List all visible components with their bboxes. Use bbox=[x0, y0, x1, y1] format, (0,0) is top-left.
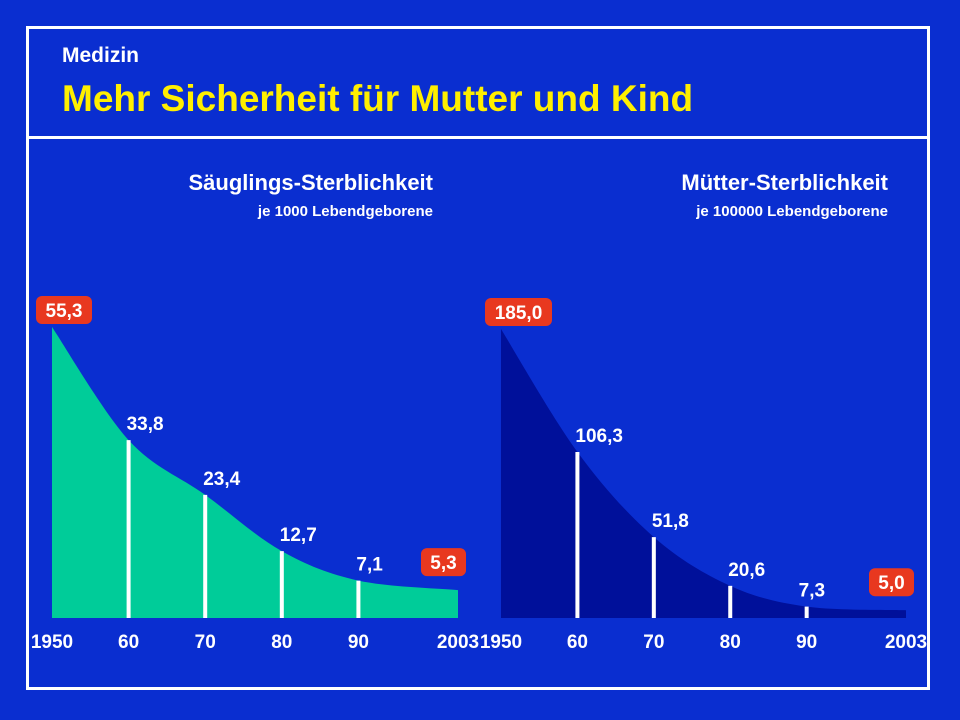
mother-value-label: 185,0 bbox=[495, 303, 543, 324]
infant-value-label: 55,3 bbox=[46, 301, 83, 322]
mother-x-tick-label: 60 bbox=[567, 632, 588, 653]
infant-chart-title: Säuglings-Sterblichkeit bbox=[188, 170, 434, 195]
infant-x-tick-label: 90 bbox=[348, 632, 369, 653]
outer-frame bbox=[26, 26, 930, 690]
mother-x-tick-label: 2003 bbox=[885, 632, 927, 653]
mother-chart-title: Mütter-Sterblichkeit bbox=[681, 170, 888, 195]
mother-value-label: 7,3 bbox=[799, 581, 825, 602]
mother-value-badge bbox=[869, 568, 914, 597]
mother-value-label: 5,0 bbox=[878, 573, 904, 594]
header-divider bbox=[26, 136, 930, 139]
mother-value-label: 51,8 bbox=[652, 511, 689, 532]
page-subtitle: Medizin bbox=[62, 44, 139, 67]
mother-x-tick-label: 70 bbox=[643, 632, 664, 653]
infant-x-tick-label: 2003 bbox=[437, 632, 479, 653]
infant-value-badge bbox=[421, 548, 466, 577]
infant-x-tick-label: 80 bbox=[271, 632, 292, 653]
infant-value-label: 23,4 bbox=[203, 469, 240, 490]
mother-value-label: 106,3 bbox=[575, 426, 623, 447]
page-title: Mehr Sicherheit für Mutter und Kind bbox=[62, 78, 694, 119]
infant-value-label: 33,8 bbox=[127, 414, 164, 435]
mother-value-badge bbox=[485, 298, 552, 326]
infant-value-badge bbox=[36, 296, 92, 324]
infant-area bbox=[52, 327, 458, 618]
mother-chart-unit: je 100000 Lebendgeborene bbox=[696, 203, 888, 220]
infant-value-label: 5,3 bbox=[430, 553, 456, 574]
infant-x-tick-label: 70 bbox=[195, 632, 216, 653]
infant-x-tick-label: 1950 bbox=[31, 632, 73, 653]
mother-x-tick-label: 80 bbox=[720, 632, 741, 653]
infant-value-label: 12,7 bbox=[280, 525, 317, 546]
infant-x-tick-label: 60 bbox=[118, 632, 139, 653]
mother-value-label: 20,6 bbox=[728, 560, 765, 581]
mother-area bbox=[501, 329, 906, 618]
mother-x-tick-label: 1950 bbox=[480, 632, 522, 653]
infant-chart-unit: je 1000 Lebendgeborene bbox=[257, 203, 433, 220]
mother-x-tick-label: 90 bbox=[796, 632, 817, 653]
infant-value-label: 7,1 bbox=[356, 555, 383, 576]
